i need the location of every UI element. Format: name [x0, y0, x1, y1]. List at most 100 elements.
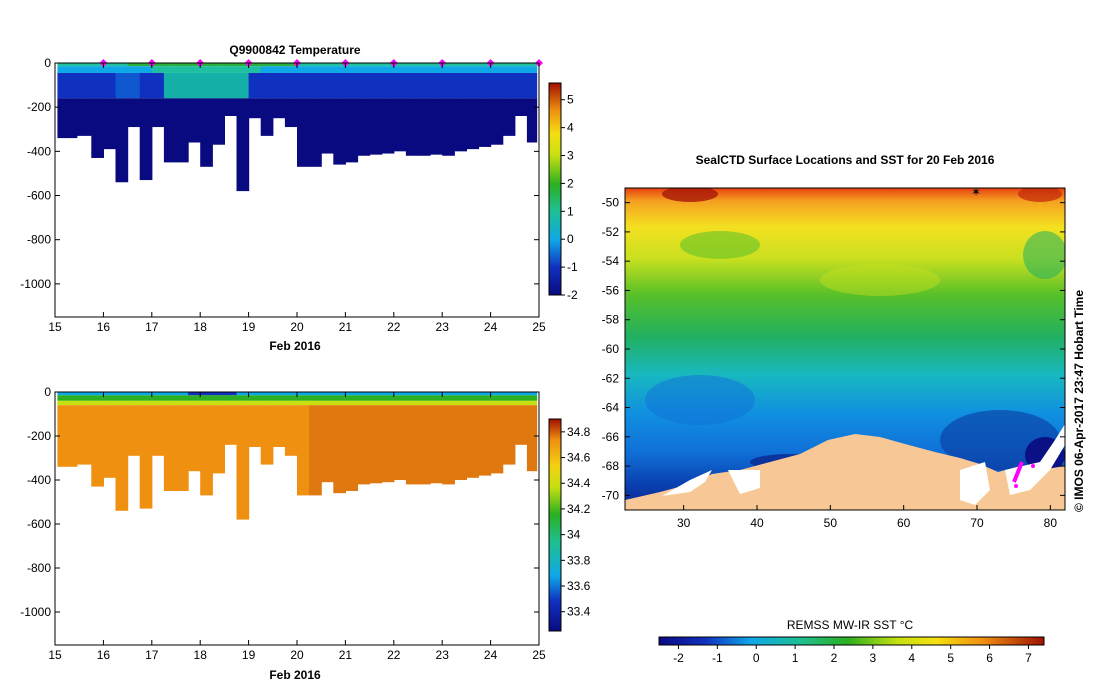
profile-layer	[321, 395, 334, 401]
profile-column	[515, 63, 528, 116]
profile-layer	[418, 66, 431, 73]
y-tick-label: -800	[27, 233, 51, 247]
profile-column	[116, 392, 129, 511]
profile-layer	[430, 66, 443, 73]
sst-colorbar-ticks: -2-101234567	[673, 645, 1032, 665]
profile-layer	[418, 401, 431, 405]
profile-column	[164, 392, 177, 491]
x-tick-label: 24	[484, 320, 498, 334]
profile-layer	[358, 401, 371, 405]
profile-layer	[442, 395, 455, 401]
profile-column	[152, 392, 165, 456]
profile-layer	[491, 405, 504, 473]
profile-column	[237, 392, 250, 520]
profile-layer	[200, 405, 213, 495]
profile-layer	[285, 98, 298, 127]
profile-layer	[527, 73, 537, 98]
temperature-colorbar	[549, 83, 561, 295]
profile-column	[321, 63, 334, 154]
profile-layer	[321, 73, 334, 98]
x-tick-label: 16	[97, 648, 111, 662]
profile-layer	[164, 405, 177, 491]
sst-colorbar-label: REMSS MW-IR SST °C	[787, 618, 914, 632]
profile-layer	[406, 405, 419, 484]
profile-layer	[200, 73, 213, 98]
profile-layer	[358, 73, 371, 98]
profile-layer	[309, 405, 322, 495]
profile-column	[382, 63, 395, 154]
profile-layer	[442, 66, 455, 73]
salinity-colorbar	[549, 419, 561, 631]
warm-patch	[820, 264, 940, 296]
profile-layer	[200, 395, 213, 401]
profile-layer	[515, 98, 528, 116]
colorbar-tick-label: 6	[986, 651, 993, 665]
x-tick-label: 20	[290, 648, 304, 662]
profile-layer	[57, 73, 77, 98]
sst-colorbar	[659, 637, 1044, 645]
profile-layer	[116, 395, 129, 401]
profile-layer	[333, 401, 346, 405]
profile-layer	[152, 66, 165, 73]
profile-layer	[273, 401, 286, 405]
profile-layer	[91, 98, 104, 158]
profile-layer	[77, 405, 92, 464]
profile-layer	[394, 401, 407, 405]
y-tick-label: -58	[602, 313, 620, 327]
profile-layer	[479, 98, 492, 147]
profile-column	[57, 63, 77, 138]
profile-layer	[454, 405, 467, 480]
y-tick-label: -50	[602, 196, 620, 210]
profile-layer	[309, 395, 322, 401]
profile-layer	[491, 66, 504, 73]
colorbar-tick-label: 34.8	[567, 425, 591, 439]
profile-layer	[527, 405, 537, 471]
seal-location	[1031, 464, 1035, 468]
profile-layer	[285, 73, 298, 98]
profile-layer	[297, 73, 310, 98]
profile-layer	[466, 73, 479, 98]
profile-layer	[140, 98, 153, 180]
x-tick-label: 19	[242, 648, 256, 662]
profile-layer	[358, 66, 371, 73]
profile-layer	[503, 405, 516, 464]
profile-column	[77, 392, 92, 465]
x-tick-label: 22	[387, 648, 401, 662]
colorbar-tick-label: -1	[567, 260, 578, 274]
profile-layer	[176, 73, 189, 98]
temperature-title: Q9900842 Temperature	[229, 43, 361, 57]
profile-column	[285, 63, 298, 127]
profile-column	[309, 63, 322, 167]
profile-layer	[527, 66, 537, 73]
profile-layer	[418, 395, 431, 401]
y-tick-label: -200	[27, 429, 51, 443]
profile-column	[479, 392, 492, 476]
profile-column	[261, 392, 274, 465]
profile-column	[479, 63, 492, 147]
profile-layer	[116, 401, 129, 405]
colorbar-tick-label: -1	[712, 651, 723, 665]
profile-layer	[382, 405, 395, 482]
profile-layer	[212, 66, 225, 73]
profile-column	[394, 392, 407, 480]
profile-layer	[454, 66, 467, 73]
profile-layer	[370, 405, 383, 483]
profile-column	[466, 63, 479, 149]
profile-layer	[224, 401, 237, 405]
profile-layer	[261, 401, 274, 405]
profile-column	[212, 63, 225, 145]
profile-layer	[297, 401, 310, 405]
profile-layer	[430, 401, 443, 405]
profile-layer	[116, 98, 129, 182]
profile-column	[503, 392, 516, 465]
profile-layer	[237, 73, 250, 98]
colorbar-tick-label: 33.6	[567, 579, 591, 593]
profile-layer	[406, 401, 419, 405]
profile-column	[515, 392, 528, 445]
profile-layer	[345, 401, 358, 405]
profile-layer	[345, 73, 358, 98]
x-tick-label: 80	[1044, 516, 1058, 530]
y-tick-label: -56	[602, 283, 620, 297]
profile-layer	[454, 395, 467, 401]
y-tick-label: -400	[27, 144, 51, 158]
